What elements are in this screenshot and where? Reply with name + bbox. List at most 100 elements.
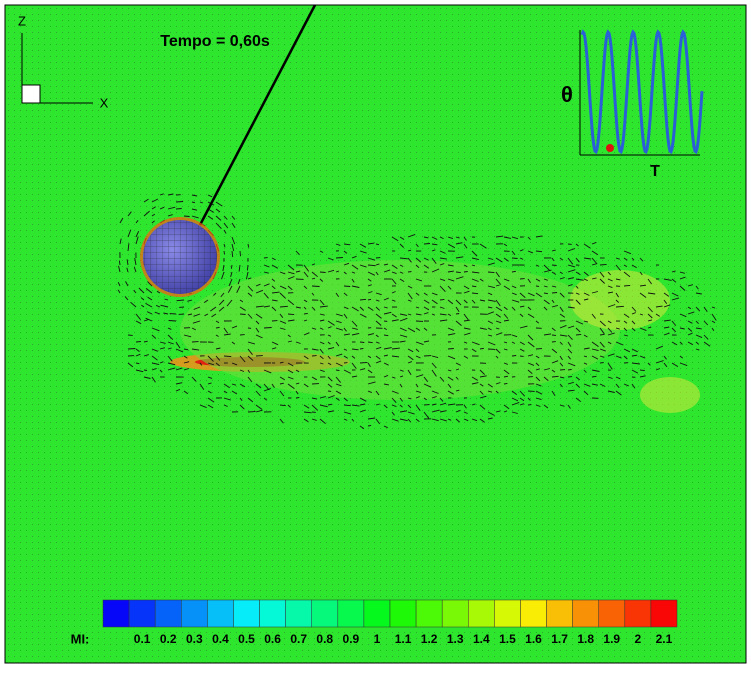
colorbar-tick-label: 1.5 — [499, 632, 516, 646]
flow-vector — [424, 244, 430, 245]
flow-vector — [136, 342, 141, 343]
flow-vector — [288, 314, 294, 315]
inset-x-label: T — [650, 163, 660, 180]
sphere-mesh — [143, 220, 217, 294]
colorbar-tick-label: 0.7 — [290, 632, 307, 646]
flow-vector — [488, 272, 494, 273]
flow-vector — [576, 334, 581, 335]
flow-vector — [304, 313, 308, 314]
flow-vector — [368, 425, 371, 426]
colorbar: MI: 0.10.20.30.40.50.60.70.80.911.11.21.… — [71, 600, 677, 646]
colorbar-tick-label: 1.3 — [447, 632, 464, 646]
flow-visualization: Tempo = 0,60s Z X θ T MI: 0.10.20.30.40.… — [0, 0, 751, 673]
flow-vector — [264, 328, 272, 329]
colorbar-cell — [599, 600, 625, 627]
flow-vector — [240, 314, 246, 315]
flow-vector — [360, 342, 364, 343]
colorbar-tick-label: 1.1 — [395, 632, 412, 646]
time-label: Tempo = 0,60s — [160, 33, 270, 50]
colorbar-tick-label: 1 — [374, 632, 381, 646]
flow-vector — [456, 314, 459, 315]
flow-vector — [360, 362, 368, 363]
colorbar-cell — [233, 600, 259, 627]
flow-vector — [600, 264, 607, 265]
flow-vector — [320, 272, 326, 273]
flow-vector — [360, 348, 363, 349]
flow-vector — [248, 412, 256, 413]
flow-vector — [456, 272, 461, 273]
axis-origin — [22, 85, 40, 103]
x-label: X — [100, 95, 109, 110]
flow-vector — [296, 398, 299, 399]
flow-vector — [119, 261, 120, 265]
colorbar-cell — [416, 600, 442, 627]
colorbar-cell — [625, 600, 651, 627]
colorbar-tick-label: 0.2 — [160, 632, 177, 646]
flow-vector — [464, 272, 468, 273]
colorbar-tick-label: 1.2 — [421, 632, 438, 646]
flow-vector — [624, 285, 630, 286]
colorbar-cell — [390, 600, 416, 627]
flow-vector — [144, 370, 147, 371]
colorbar-cell — [442, 600, 468, 627]
colorbar-cell — [338, 600, 364, 627]
flow-vector — [336, 258, 343, 259]
colorbar-tick-label: 1.7 — [551, 632, 568, 646]
flow-vector — [504, 383, 507, 384]
inset-y-label: θ — [561, 82, 573, 107]
flow-vector — [448, 349, 454, 350]
flow-vector — [512, 356, 516, 357]
colorbar-tick-label: 0.3 — [186, 632, 203, 646]
colorbar-tick-label: 1.8 — [577, 632, 594, 646]
flow-vector — [336, 370, 340, 371]
colorbar-tick-label: 1.4 — [473, 632, 490, 646]
colorbar-tick-label: 0.4 — [212, 632, 229, 646]
flow-vector — [224, 356, 231, 357]
flow-vector — [176, 209, 182, 210]
wake-region — [640, 377, 700, 413]
colorbar-tick-label: 1.6 — [525, 632, 542, 646]
colorbar-cell — [155, 600, 181, 627]
inset-marker — [606, 144, 614, 152]
colorbar-tick-label: 2.1 — [656, 632, 673, 646]
colorbar-tick-label: 0.5 — [238, 632, 255, 646]
flow-vector — [247, 265, 248, 270]
colorbar-cell — [573, 600, 599, 627]
flow-vector — [344, 286, 350, 287]
colorbar-cell — [520, 600, 546, 627]
colorbar-tick-label: 0.9 — [343, 632, 360, 646]
flow-vector — [312, 286, 320, 287]
flow-vector — [440, 299, 444, 300]
z-label: Z — [18, 13, 26, 28]
flow-vector — [240, 251, 241, 256]
colorbar-tick-label: 0.8 — [316, 632, 333, 646]
colorbar-cell — [312, 600, 338, 627]
flow-vector — [216, 327, 220, 328]
flow-vector — [552, 293, 557, 294]
colorbar-tick-label: 1.9 — [603, 632, 620, 646]
flow-vector — [231, 265, 232, 269]
flow-vector — [640, 370, 645, 371]
colorbar-cell — [286, 600, 312, 627]
flow-vector — [512, 258, 518, 259]
colorbar-tick-label: 0.6 — [264, 632, 281, 646]
flow-vector — [224, 251, 225, 254]
flow-vector — [568, 369, 572, 370]
flow-vector — [552, 265, 557, 266]
flow-vector — [176, 202, 183, 203]
colorbar-cell — [103, 600, 129, 627]
colorbar-cell — [181, 600, 207, 627]
flow-vector — [128, 349, 135, 350]
flow-vector — [169, 321, 176, 322]
colorbar-cell — [651, 600, 677, 627]
colorbar-cell — [494, 600, 520, 627]
colorbar-cell — [129, 600, 155, 627]
colorbar-cell — [207, 600, 233, 627]
colorbar-cell — [260, 600, 286, 627]
colorbar-tick-label: 2 — [635, 632, 642, 646]
colorbar-label: MI: — [71, 631, 90, 646]
flow-vector — [184, 216, 190, 217]
colorbar-cell — [468, 600, 494, 627]
colorbar-cell — [364, 600, 390, 627]
colorbar-cell — [547, 600, 573, 627]
